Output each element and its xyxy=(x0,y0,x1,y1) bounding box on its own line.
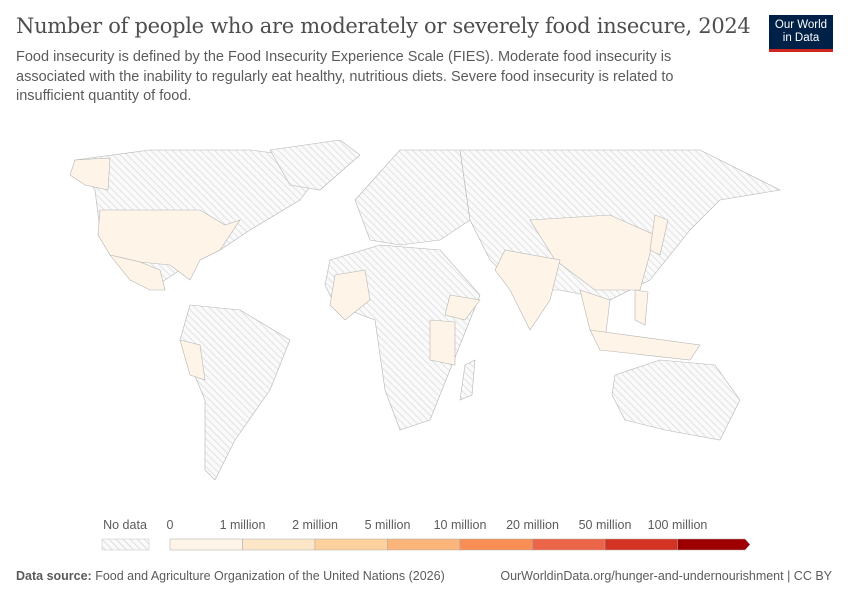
legend-bin-5[interactable] xyxy=(532,538,606,551)
source-url[interactable]: OurWorldinData.org/hunger-and-undernouri… xyxy=(500,569,832,583)
legend-no-data-swatch xyxy=(101,538,150,551)
legend-no-data-label: No data xyxy=(103,518,147,532)
europe[interactable] xyxy=(354,149,471,246)
country-east-africa[interactable] xyxy=(429,319,456,366)
legend-bin-3[interactable] xyxy=(387,538,461,551)
owid-logo[interactable]: Our World in Data xyxy=(769,15,833,52)
legend-tick-label: 5 million xyxy=(364,518,411,532)
page-title: Number of people who are moderately or s… xyxy=(16,14,751,38)
legend-bar xyxy=(101,538,751,551)
country-peru[interactable] xyxy=(179,339,206,381)
legend-bin-4[interactable] xyxy=(459,538,533,551)
legend-tick-label: 1 million xyxy=(219,518,266,532)
country-philippines[interactable] xyxy=(634,289,649,326)
country-usa[interactable] xyxy=(97,209,241,281)
country-alaska[interactable] xyxy=(69,157,111,191)
country-west-africa[interactable] xyxy=(329,269,371,321)
south-america[interactable] xyxy=(179,304,291,481)
data-source: Data source: Food and Agriculture Organi… xyxy=(16,569,445,583)
legend-tick-label: 0 xyxy=(166,518,174,532)
country-india[interactable] xyxy=(494,249,561,331)
legend-bin-7[interactable] xyxy=(677,538,751,551)
source-text: Food and Agriculture Organization of the… xyxy=(95,569,445,583)
country-mexico[interactable] xyxy=(109,254,166,291)
legend-bin-6[interactable] xyxy=(604,538,678,551)
legend-tick-label: 100 million xyxy=(647,518,708,532)
legend-bin-2[interactable] xyxy=(314,538,388,551)
legend-bin-0[interactable] xyxy=(169,538,243,551)
subtitle: Food insecurity is defined by the Food I… xyxy=(16,49,674,104)
country-ethiopia[interactable] xyxy=(444,294,481,321)
legend-tick-label: 50 million xyxy=(578,518,632,532)
australia[interactable] xyxy=(611,359,741,441)
legend-tick-label: 20 million xyxy=(506,518,559,532)
country-indonesia[interactable] xyxy=(589,329,701,361)
madagascar[interactable] xyxy=(459,359,476,401)
greenland[interactable] xyxy=(269,140,361,191)
legend-tick-label: 2 million xyxy=(292,518,338,532)
country-japan[interactable] xyxy=(649,214,669,256)
legend-bin-1[interactable] xyxy=(242,538,316,551)
legend-tick-label: 10 million xyxy=(433,518,487,532)
world-map xyxy=(69,140,781,481)
